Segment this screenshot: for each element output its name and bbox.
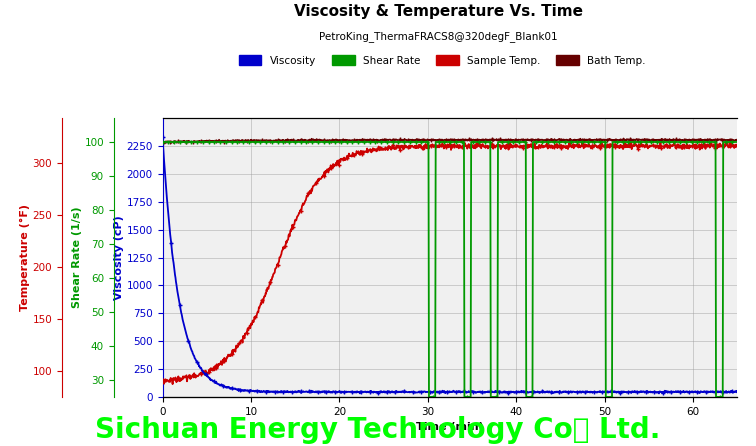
Y-axis label: Viscosity (cP): Viscosity (cP): [113, 215, 124, 300]
X-axis label: Time (min): Time (min): [416, 422, 484, 432]
Y-axis label: Temperature (°F): Temperature (°F): [20, 204, 29, 311]
Text: Sichuan Energy Technology Co， Ltd.: Sichuan Energy Technology Co， Ltd.: [95, 416, 661, 444]
Legend: Viscosity, Shear Rate, Sample Temp., Bath Temp.: Viscosity, Shear Rate, Sample Temp., Bat…: [234, 51, 650, 70]
Text: PetroKing_ThermaFRACS8@320degF_Blank01: PetroKing_ThermaFRACS8@320degF_Blank01: [319, 31, 558, 42]
Y-axis label: Shear Rate (1/s): Shear Rate (1/s): [72, 207, 82, 308]
Text: Viscosity & Temperature Vs. Time: Viscosity & Temperature Vs. Time: [294, 4, 583, 20]
